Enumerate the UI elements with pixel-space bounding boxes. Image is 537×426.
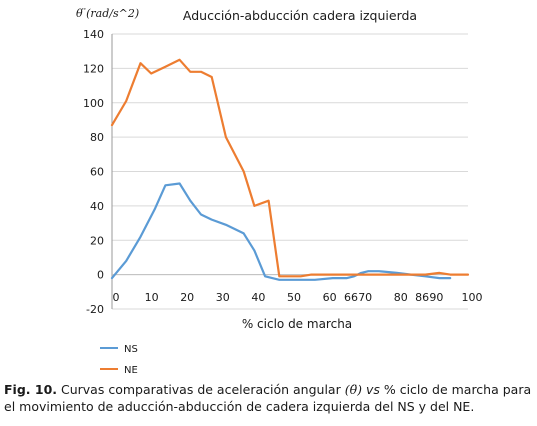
y-tick-label: 80 — [90, 131, 104, 144]
y-tick-label: 40 — [90, 200, 104, 213]
x-axis-label: % ciclo de marcha — [242, 317, 352, 331]
x-tick-label: 66 — [344, 291, 358, 304]
legend-layer: NS NE — [100, 344, 138, 376]
chart-title: Aducción-abducción cadera izquierda — [183, 8, 417, 23]
figure-caption: Fig. 10. Curvas comparativas de acelerac… — [4, 381, 534, 415]
x-tick-label: 0 — [113, 291, 120, 304]
series-layer — [110, 58, 470, 281]
x-tick-label: 10 — [145, 291, 159, 304]
caption-text-1: Curvas comparativas de aceleración angul… — [57, 382, 345, 397]
grid-layer — [112, 33, 468, 310]
x-tick-label: 60 — [323, 291, 337, 304]
x-tick-label: 40 — [251, 291, 265, 304]
y-tick-label: 20 — [90, 234, 104, 247]
y-tick-label: 0 — [97, 269, 104, 282]
x-tick-label: 70 — [358, 291, 372, 304]
y-axis-label: θ ̈(rad/s^2) — [76, 7, 139, 20]
chart-svg: -20 0 20 40 60 80 100 120 140 0 10 20 30 40 50 60 66 70 80… — [76, 7, 483, 376]
label-layer: -20 0 20 40 60 80 100 120 140 0 10 20 30 40 50 60 66 70 80… — [76, 7, 483, 331]
x-tick-label: 90 — [429, 291, 443, 304]
x-tick-label: 80 — [394, 291, 408, 304]
y-tick-label: 140 — [83, 28, 104, 41]
caption-vs: vs — [365, 382, 380, 397]
series-line-ns — [110, 182, 452, 281]
x-tick-label: 30 — [216, 291, 230, 304]
series-line-ne — [110, 58, 470, 278]
caption-fig-label: Fig. 10. — [4, 382, 58, 397]
legend-label-ne: NE — [124, 365, 138, 376]
y-tick-label: 60 — [90, 166, 104, 179]
legend-label-ns: NS — [124, 344, 138, 355]
y-tick-label: 120 — [83, 62, 104, 75]
x-tick-label: 100 — [462, 291, 483, 304]
x-tick-label: 50 — [287, 291, 301, 304]
caption-text-3: % ciclo de marcha para el movimiento de … — [4, 382, 532, 414]
y-tick-label: 100 — [83, 97, 104, 110]
y-tick-label: -20 — [86, 303, 104, 316]
x-tick-label: 86 — [415, 291, 429, 304]
x-tick-label: 20 — [180, 291, 194, 304]
caption-symbol: (θ̈) — [344, 382, 362, 397]
